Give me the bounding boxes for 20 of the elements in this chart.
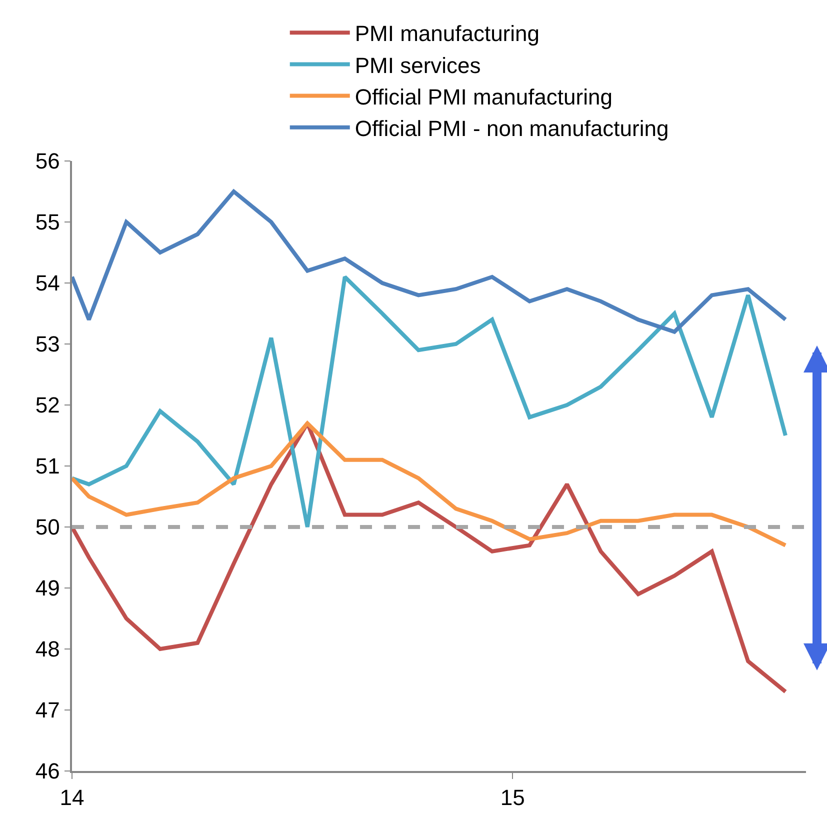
y-tick-label: 46	[35, 758, 60, 784]
y-tick-label: 55	[35, 210, 60, 235]
y-tick-label: 56	[35, 148, 60, 174]
line-series	[72, 274, 788, 529]
line-series	[72, 421, 788, 548]
legend-label: PMI manufacturing	[354, 21, 540, 46]
x-tick-label: 14	[60, 785, 84, 810]
y-tick-label: 53	[35, 332, 60, 357]
line-series	[72, 190, 788, 334]
y-tick-label: 50	[35, 514, 60, 540]
y-tick-label: 49	[35, 576, 60, 601]
y-tick-label: 52	[35, 392, 60, 418]
legend-label: PMI services	[354, 52, 481, 78]
x-tick-label: 15	[500, 785, 525, 810]
y-tick-label: 54	[35, 270, 60, 296]
y-tick-label: 51	[35, 454, 60, 479]
y-tick-label: 48	[35, 636, 60, 662]
legend-label: Official PMI - non manufacturing	[354, 116, 669, 141]
y-tick-label: 47	[35, 698, 60, 723]
legend-label: Official PMI manufacturing	[354, 84, 612, 110]
